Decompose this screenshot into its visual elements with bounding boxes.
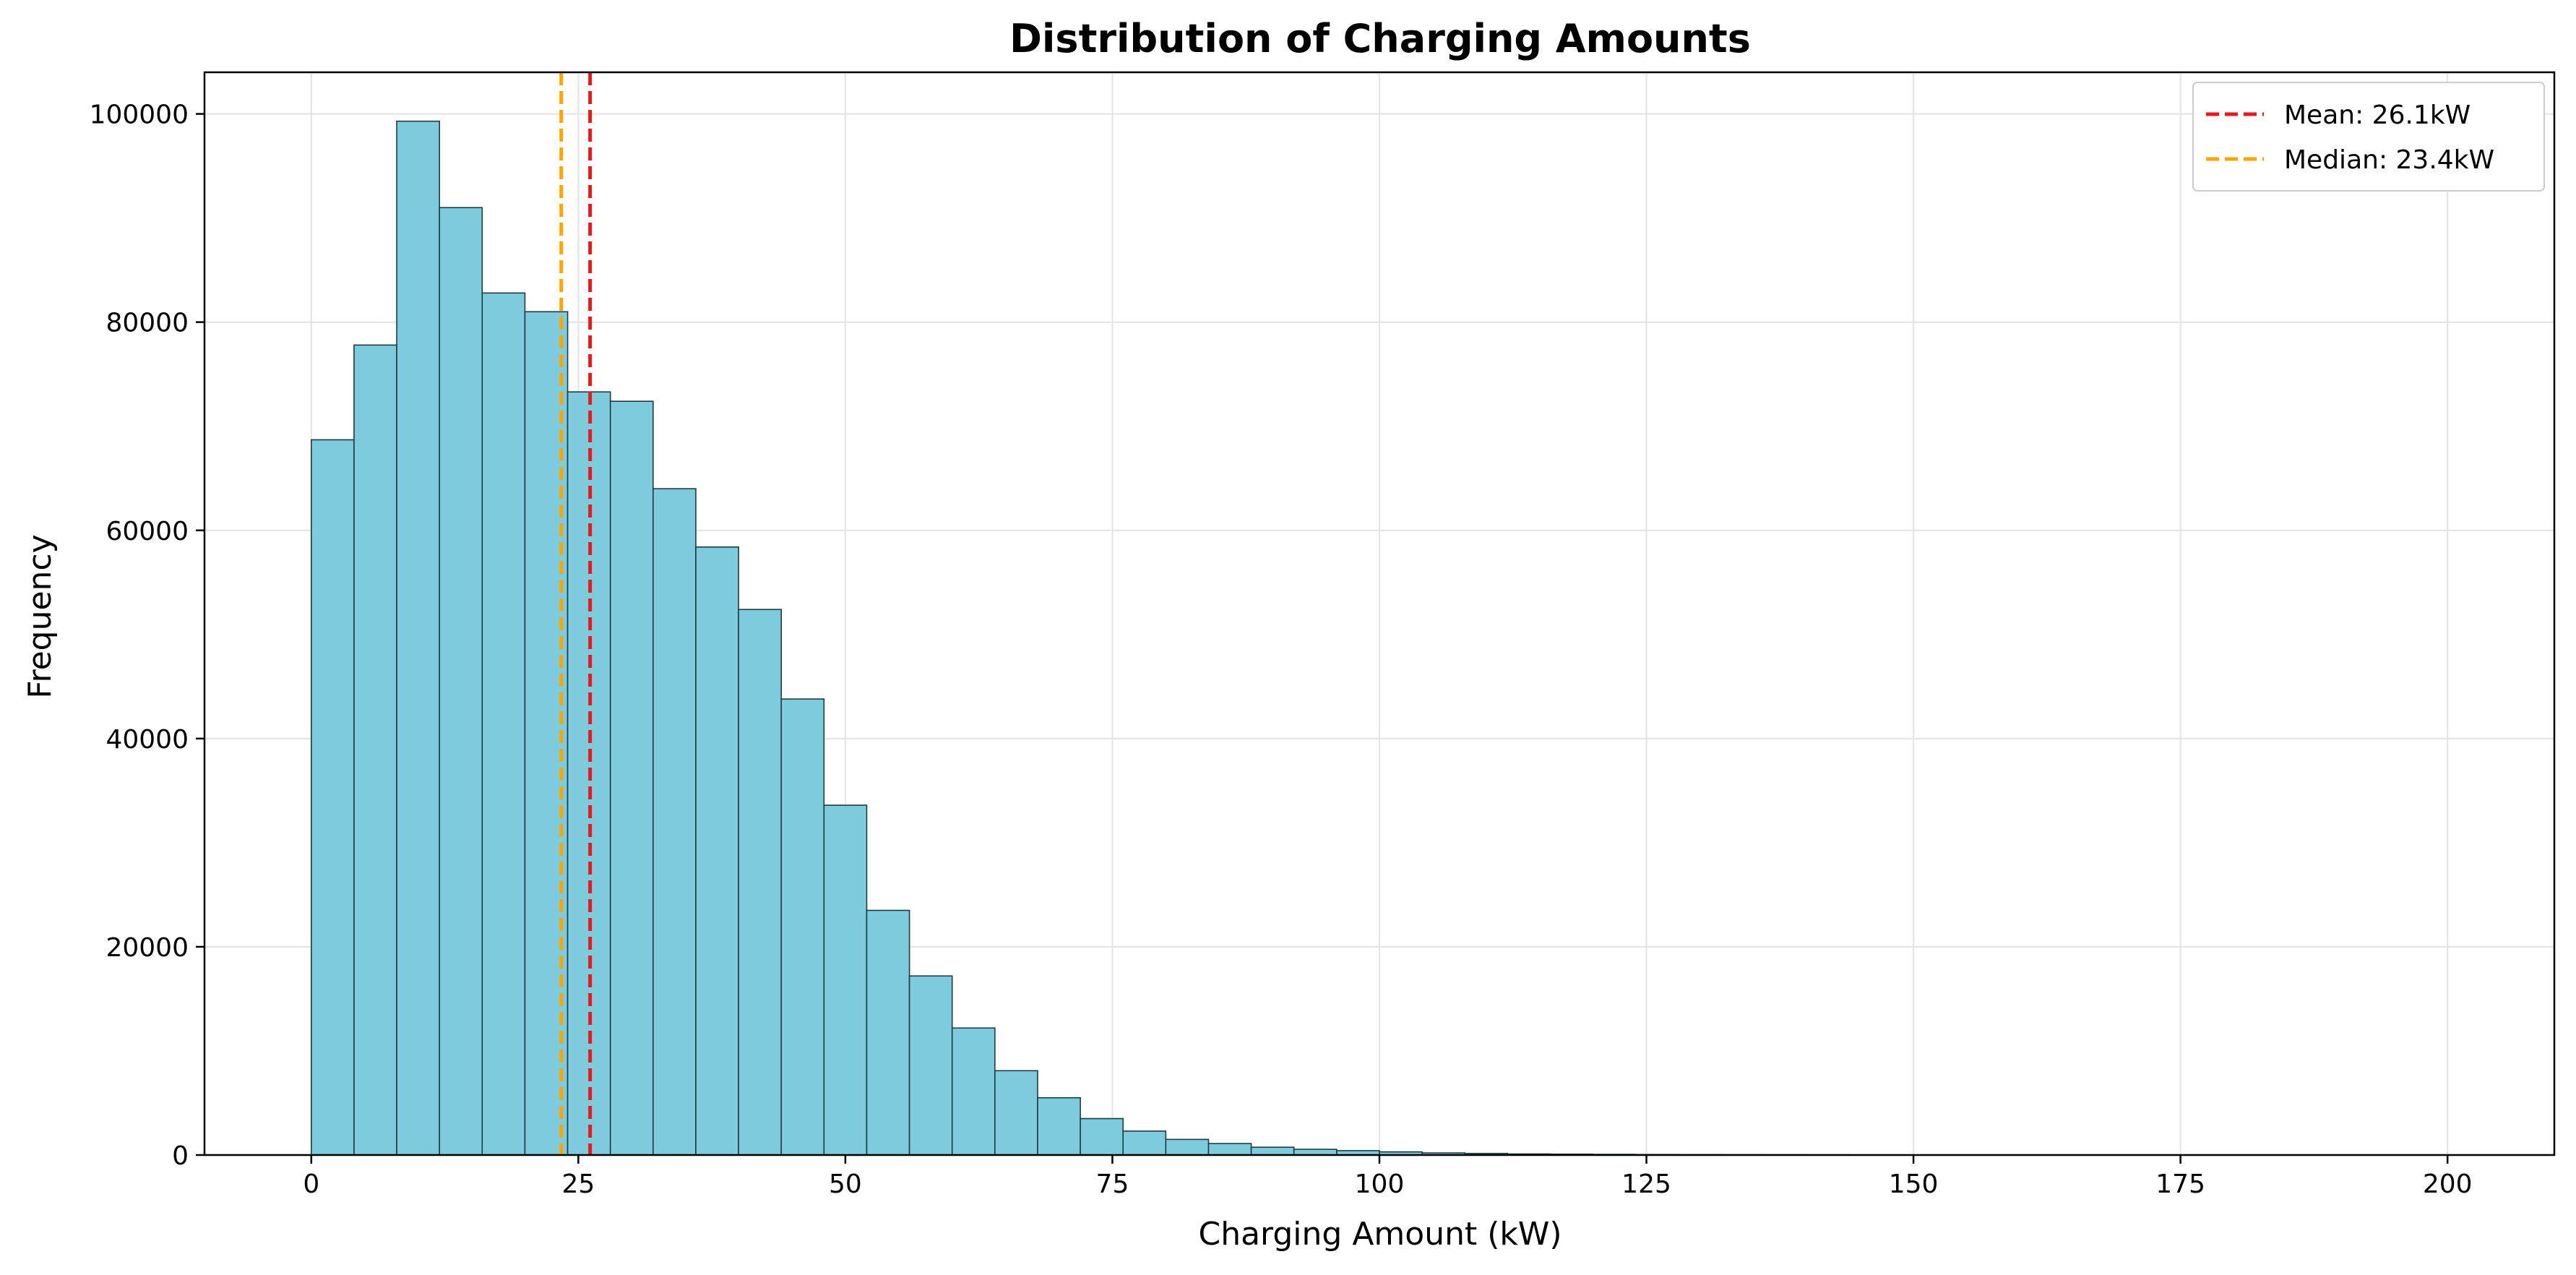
histogram-bar: [1080, 1117, 1124, 1156]
histogram-bar: [951, 1027, 996, 1156]
histogram-bar: [866, 909, 910, 1156]
y-tick-label: 40000: [105, 725, 189, 755]
x-axis-label: Charging Amount (kW): [1198, 1216, 1561, 1253]
histogram-bar: [652, 488, 697, 1156]
y-tick-label: 100000: [90, 100, 189, 130]
x-tick-label: 100: [1355, 1169, 1405, 1199]
histogram-bar: [823, 804, 868, 1156]
x-tick-label: 200: [2423, 1169, 2473, 1199]
y-tick-label: 20000: [105, 933, 189, 963]
histogram-bar: [1165, 1138, 1210, 1156]
y-tick-label: 0: [172, 1141, 189, 1171]
x-tick-label: 25: [561, 1169, 595, 1199]
chart-title: Distribution of Charging Amounts: [1009, 16, 1751, 61]
histogram-bar: [1037, 1096, 1081, 1156]
y-axis-ticks: 0 20000 40000 60000 80000 100000: [90, 100, 204, 1171]
histogram-bar: [1207, 1143, 1252, 1156]
histogram-bars: [311, 120, 2448, 1156]
histogram-bar: [695, 546, 739, 1156]
x-tick-label: 175: [2155, 1169, 2205, 1199]
x-tick-label: 0: [303, 1169, 319, 1199]
histogram-bar: [780, 698, 825, 1156]
y-tick-label: 60000: [105, 517, 189, 546]
histogram-bar: [311, 439, 355, 1156]
y-axis-label: Frequency: [22, 534, 59, 698]
histogram-bar: [609, 400, 654, 1156]
reference-lines: [559, 72, 593, 1155]
histogram-bar: [1122, 1130, 1167, 1156]
histogram-bar: [908, 975, 953, 1156]
histogram-bar: [439, 207, 483, 1156]
histogram-bar: [1250, 1146, 1295, 1156]
histogram-bar: [481, 292, 526, 1156]
legend: Mean: 26.1kW Median: 23.4kW: [2192, 82, 2545, 192]
x-tick-label: 50: [829, 1169, 862, 1199]
x-tick-label: 75: [1096, 1169, 1129, 1199]
x-tick-label: 150: [1889, 1169, 1939, 1199]
histogram-bar: [738, 609, 783, 1156]
histogram-bar: [994, 1070, 1038, 1156]
legend-label: Median: 23.4kW: [2284, 145, 2494, 175]
x-tick-label: 125: [1621, 1169, 1671, 1199]
legend-box: [2192, 82, 2545, 192]
histogram-bar: [396, 120, 441, 1156]
x-axis-ticks: 0 25 50 75 100 125 150 175 200: [303, 1155, 2473, 1199]
histogram-bar: [353, 344, 397, 1156]
legend-label: Mean: 26.1kW: [2284, 100, 2471, 130]
y-tick-label: 80000: [105, 309, 189, 338]
